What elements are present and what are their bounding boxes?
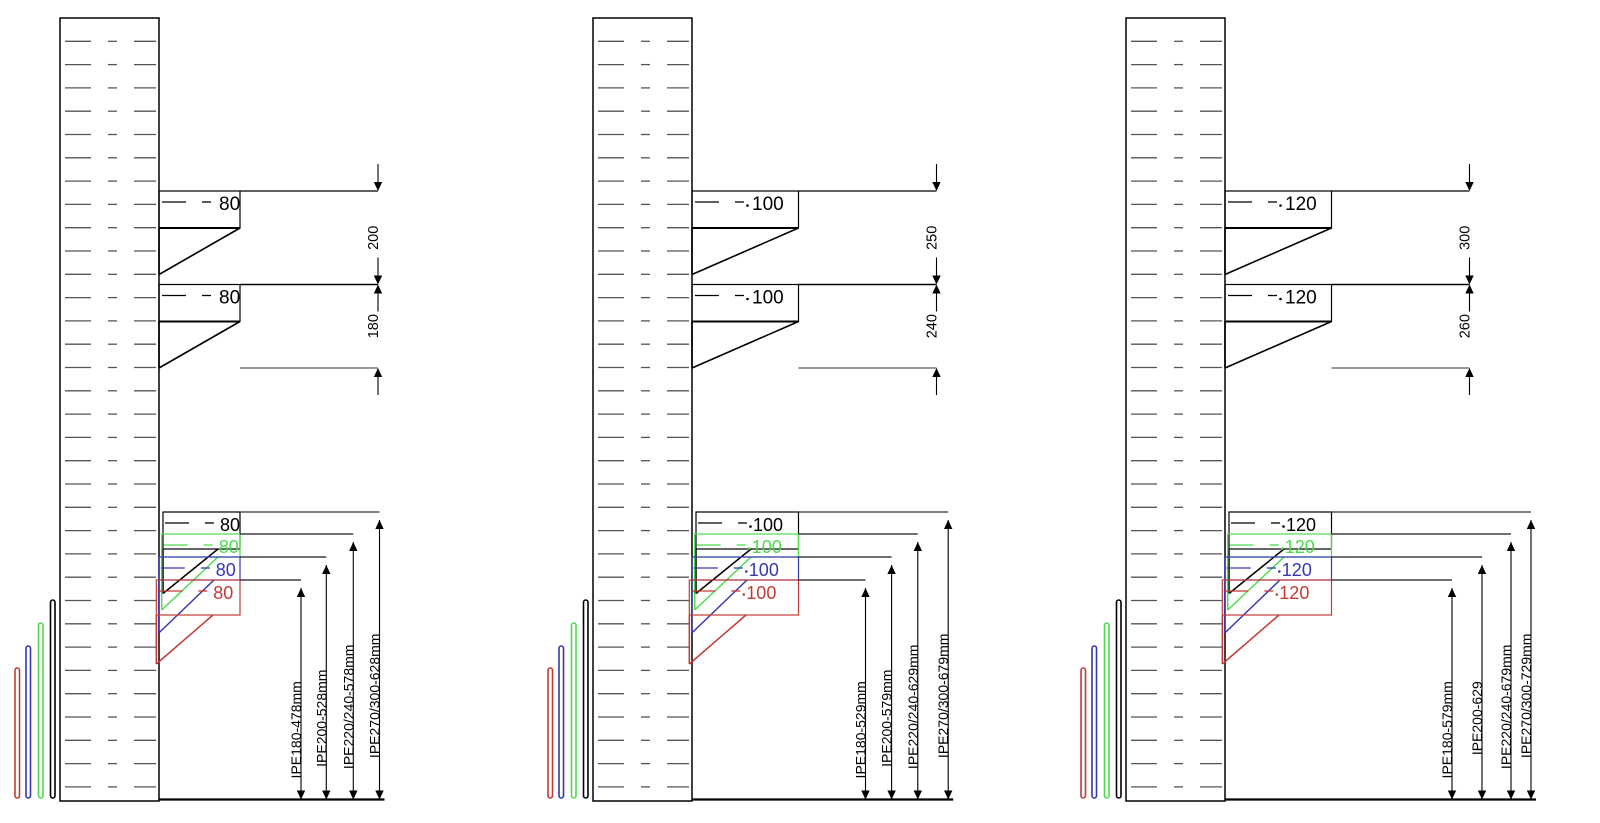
svg-text:300: 300 <box>1458 226 1474 250</box>
svg-text:120: 120 <box>1285 537 1315 557</box>
svg-text:IPE200-629: IPE200-629 <box>1469 681 1485 755</box>
svg-text:IPE180-478mm: IPE180-478mm <box>288 681 304 778</box>
svg-text:100: 100 <box>752 288 784 309</box>
svg-text:120: 120 <box>1279 583 1309 603</box>
svg-text:120: 120 <box>1285 194 1317 215</box>
svg-text:IPE220/240-629mm: IPE220/240-629mm <box>905 645 921 770</box>
svg-text:180: 180 <box>366 314 382 338</box>
svg-text:IPE270/300-679mm: IPE270/300-679mm <box>935 634 951 759</box>
svg-text:IPE270/300-729mm: IPE270/300-729mm <box>1518 634 1534 759</box>
svg-text:IPE200-528mm: IPE200-528mm <box>313 670 329 767</box>
svg-text:IPE180-529mm: IPE180-529mm <box>853 681 869 778</box>
svg-text:80: 80 <box>220 515 240 535</box>
svg-text:200: 200 <box>366 226 382 250</box>
svg-text:260: 260 <box>1458 314 1474 338</box>
svg-text:IPE270/300-628mm: IPE270/300-628mm <box>367 634 383 759</box>
svg-text:80: 80 <box>219 288 240 309</box>
svg-text:100: 100 <box>746 583 776 603</box>
svg-text:100: 100 <box>752 537 782 557</box>
svg-text:80: 80 <box>219 537 239 557</box>
svg-text:100: 100 <box>749 560 779 580</box>
svg-text:120: 120 <box>1285 288 1317 309</box>
svg-text:IPE180-579mm: IPE180-579mm <box>1439 681 1455 778</box>
svg-text:IPE220/240-679mm: IPE220/240-679mm <box>1498 645 1514 770</box>
svg-text:250: 250 <box>925 226 941 250</box>
svg-text:80: 80 <box>213 583 233 603</box>
svg-text:100: 100 <box>753 515 783 535</box>
svg-text:80: 80 <box>219 194 240 215</box>
svg-text:80: 80 <box>216 560 236 580</box>
svg-text:IPE220/240-578mm: IPE220/240-578mm <box>340 645 356 770</box>
svg-text:IPE200-579mm: IPE200-579mm <box>879 670 895 767</box>
svg-text:100: 100 <box>752 194 784 215</box>
svg-text:120: 120 <box>1282 560 1312 580</box>
svg-text:240: 240 <box>925 314 941 338</box>
svg-text:120: 120 <box>1286 515 1316 535</box>
